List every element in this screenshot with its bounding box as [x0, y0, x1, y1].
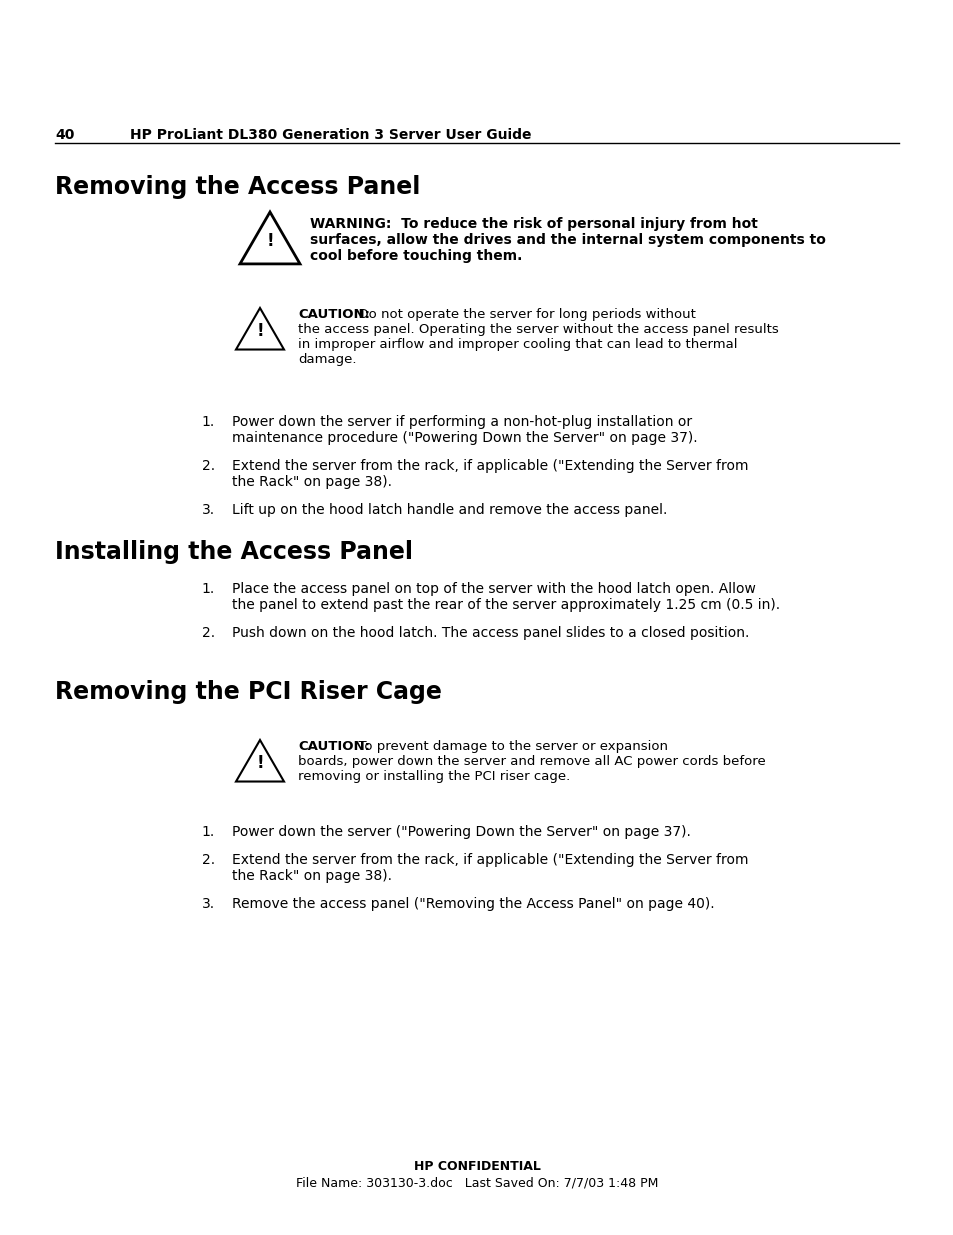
Text: 3.: 3.: [202, 503, 214, 517]
Text: Power down the server ("Powering Down the Server" on page 37).: Power down the server ("Powering Down th…: [232, 825, 690, 839]
Text: Extend the server from the rack, if applicable ("Extending the Server from: Extend the server from the rack, if appl…: [232, 853, 748, 867]
Text: Remove the access panel ("Removing the Access Panel" on page 40).: Remove the access panel ("Removing the A…: [232, 897, 714, 911]
Text: 3.: 3.: [202, 897, 214, 911]
Text: HP ProLiant DL380 Generation 3 Server User Guide: HP ProLiant DL380 Generation 3 Server Us…: [130, 128, 531, 142]
Text: Installing the Access Panel: Installing the Access Panel: [55, 540, 413, 564]
Text: Place the access panel on top of the server with the hood latch open. Allow: Place the access panel on top of the ser…: [232, 582, 755, 597]
Text: !: !: [256, 322, 264, 340]
Text: 1.: 1.: [201, 415, 214, 429]
Text: Push down on the hood latch. The access panel slides to a closed position.: Push down on the hood latch. The access …: [232, 626, 749, 640]
Text: 2.: 2.: [202, 853, 214, 867]
Text: Lift up on the hood latch handle and remove the access panel.: Lift up on the hood latch handle and rem…: [232, 503, 667, 517]
Text: File Name: 303130-3.doc   Last Saved On: 7/7/03 1:48 PM: File Name: 303130-3.doc Last Saved On: 7…: [295, 1177, 658, 1191]
Text: in improper airflow and improper cooling that can lead to thermal: in improper airflow and improper cooling…: [297, 338, 737, 351]
Text: surfaces, allow the drives and the internal system components to: surfaces, allow the drives and the inter…: [310, 233, 825, 247]
Text: WARNING:  To reduce the risk of personal injury from hot: WARNING: To reduce the risk of personal …: [310, 217, 757, 231]
Text: CAUTION:: CAUTION:: [297, 740, 370, 753]
Text: maintenance procedure ("Powering Down the Server" on page 37).: maintenance procedure ("Powering Down th…: [232, 431, 697, 445]
Text: Extend the server from the rack, if applicable ("Extending the Server from: Extend the server from the rack, if appl…: [232, 459, 748, 473]
Text: the Rack" on page 38).: the Rack" on page 38).: [232, 869, 392, 883]
Text: cool before touching them.: cool before touching them.: [310, 249, 522, 263]
Text: To prevent damage to the server or expansion: To prevent damage to the server or expan…: [350, 740, 667, 753]
Text: removing or installing the PCI riser cage.: removing or installing the PCI riser cag…: [297, 769, 570, 783]
Text: Power down the server if performing a non-hot-plug installation or: Power down the server if performing a no…: [232, 415, 691, 429]
Text: Removing the PCI Riser Cage: Removing the PCI Riser Cage: [55, 680, 441, 704]
Text: !: !: [256, 753, 264, 772]
Text: boards, power down the server and remove all AC power cords before: boards, power down the server and remove…: [297, 755, 765, 768]
Text: damage.: damage.: [297, 353, 356, 366]
Text: !: !: [266, 231, 274, 249]
Text: 40: 40: [55, 128, 74, 142]
Text: 2.: 2.: [202, 626, 214, 640]
Text: the access panel. Operating the server without the access panel results: the access panel. Operating the server w…: [297, 324, 778, 336]
Text: Removing the Access Panel: Removing the Access Panel: [55, 175, 420, 199]
Text: HP CONFIDENTIAL: HP CONFIDENTIAL: [414, 1160, 539, 1173]
Text: the panel to extend past the rear of the server approximately 1.25 cm (0.5 in).: the panel to extend past the rear of the…: [232, 598, 780, 613]
Text: 2.: 2.: [202, 459, 214, 473]
Text: the Rack" on page 38).: the Rack" on page 38).: [232, 475, 392, 489]
Text: 1.: 1.: [201, 582, 214, 597]
Text: Do not operate the server for long periods without: Do not operate the server for long perio…: [350, 308, 695, 321]
Text: CAUTION:: CAUTION:: [297, 308, 370, 321]
Text: 1.: 1.: [201, 825, 214, 839]
